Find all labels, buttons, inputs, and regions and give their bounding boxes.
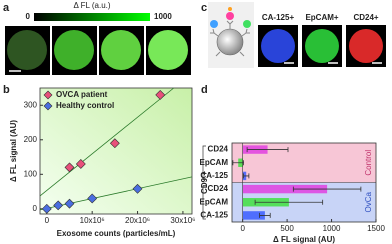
- fluorescence-images: [5, 26, 191, 75]
- image-stain: [261, 29, 295, 63]
- x-axis-label: Δ FL signal (AU): [273, 235, 335, 244]
- panel-label: d: [201, 84, 208, 96]
- error-bar: [292, 186, 362, 192]
- data-point: [41, 203, 52, 214]
- data-point: [64, 198, 75, 209]
- panel-label: a: [3, 2, 10, 14]
- image-label: CD24+: [353, 13, 378, 22]
- category-label: CA-125: [200, 171, 228, 180]
- data-point: [75, 159, 86, 169]
- x-tick-label: 500: [280, 224, 294, 233]
- group-label: Control: [364, 150, 373, 176]
- data-point: [64, 162, 75, 173]
- category-label: EpCAM: [200, 197, 229, 206]
- legend-label: OVCA patient: [56, 90, 108, 99]
- group-bracket: [202, 145, 206, 180]
- data-point: [53, 200, 64, 211]
- colorbar: [34, 13, 150, 21]
- legend-label: Healthy control: [56, 101, 114, 110]
- category-label: CD24: [208, 145, 229, 154]
- legend-marker: [43, 101, 53, 111]
- error-bar: [246, 147, 289, 153]
- bar: [242, 211, 265, 220]
- x-tick-label: 1500: [367, 224, 385, 233]
- data-point: [155, 89, 166, 100]
- colorbar-min: 0: [26, 12, 31, 21]
- colorbar-max: 1000: [154, 12, 172, 21]
- data-point: [132, 183, 143, 194]
- group-label: OvCa: [364, 191, 373, 212]
- x-tick-label: 0: [240, 224, 245, 233]
- y-tick-label: 100: [24, 169, 38, 178]
- group-axis-label: CD9 +: [200, 171, 209, 194]
- category-label: CA-125: [200, 211, 228, 220]
- x-tick-label: 20x10⁶: [125, 216, 150, 225]
- data-point: [109, 138, 120, 149]
- fit-line: [39, 87, 174, 197]
- colorbar-label: Δ FL (a.u.): [73, 1, 110, 10]
- error-bar: [259, 212, 271, 218]
- image-stain: [349, 29, 383, 63]
- panel-label: c: [201, 2, 207, 14]
- image-label: CA-125+: [262, 13, 295, 22]
- category-label: EpCAM: [200, 158, 229, 167]
- category-label: CD24: [208, 184, 229, 193]
- y-tick-label: 300: [24, 100, 38, 109]
- x-axis-label: Exosome counts (particles/mL): [57, 229, 176, 238]
- bar: [242, 184, 328, 194]
- exosome-bead-diagram: [208, 2, 254, 68]
- x-tick-label: 0: [45, 216, 50, 225]
- image-stain: [305, 29, 339, 63]
- y-axis-label: Δ FL signal (AU): [9, 120, 18, 182]
- x-tick-label: 10x10⁶: [80, 216, 105, 225]
- legend-marker: [43, 90, 53, 100]
- data-point: [87, 193, 98, 204]
- y-tick-label: 200: [24, 135, 38, 144]
- group-bracket: [202, 185, 206, 220]
- x-tick-label: 30x10⁶: [170, 216, 195, 225]
- error-bar: [243, 173, 250, 179]
- x-tick-label: 1000: [323, 224, 341, 233]
- panel-label: b: [3, 84, 10, 96]
- error-bar: [254, 199, 324, 205]
- error-bar: [232, 160, 244, 166]
- image-label: EpCAM+: [305, 13, 338, 22]
- y-tick-label: 0: [33, 204, 38, 213]
